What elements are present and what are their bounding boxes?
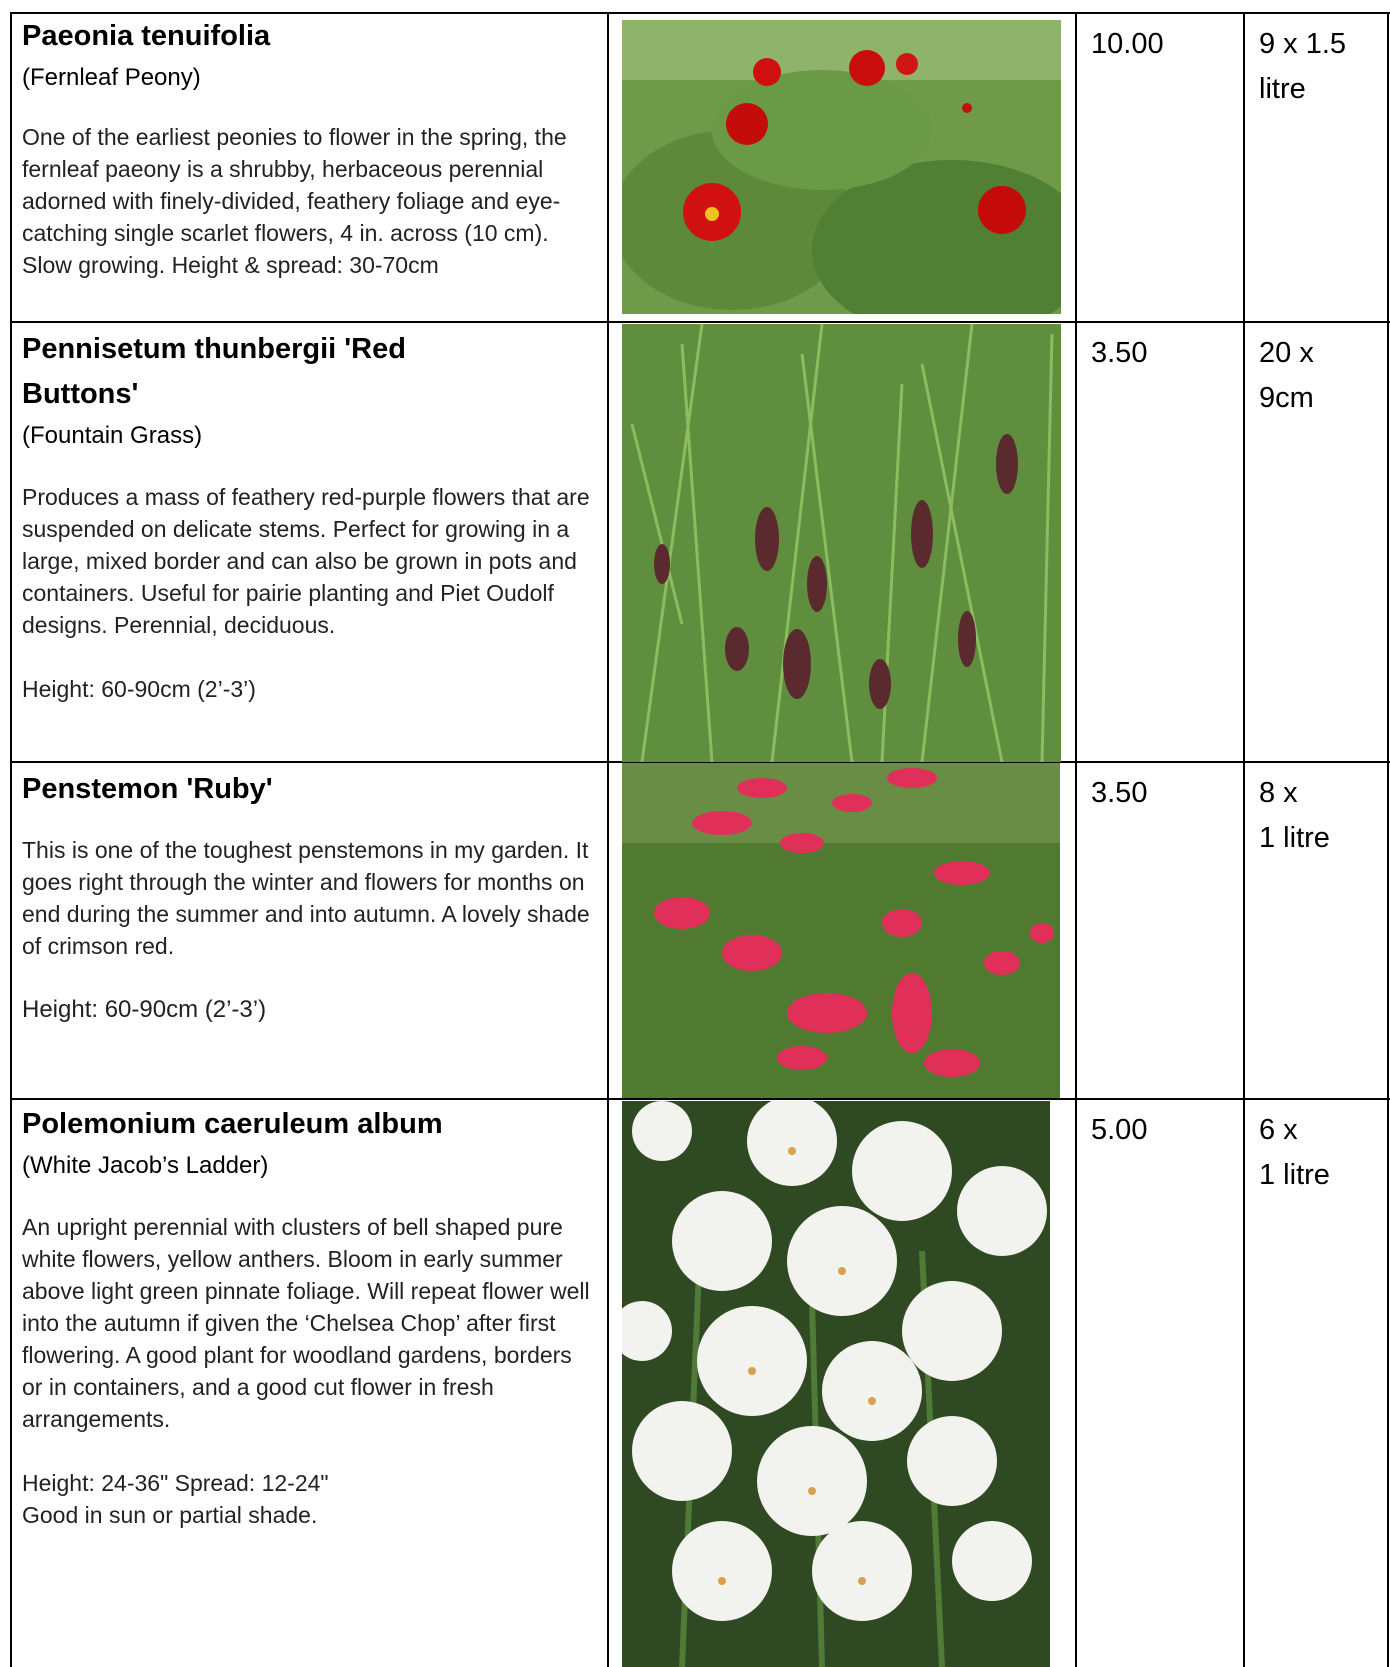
common-name: (Fernleaf Peony) (22, 64, 201, 91)
quantity-line: 1 litre (1259, 1159, 1330, 1191)
plant-cell: Penstemon 'Ruby' This is one of the toug… (12, 763, 607, 1098)
quantity-line: 9cm (1259, 382, 1314, 414)
quantity: 6 x 1 litre (1245, 1100, 1387, 1206)
note: Good in sun or partial shade. (22, 1502, 318, 1528)
plant-name: Penstemon 'Ruby' (22, 773, 273, 805)
description: Produces a mass of feathery red-purple f… (22, 484, 590, 638)
plant-photo (622, 324, 1061, 762)
plant-photo (622, 20, 1061, 314)
description: This is one of the toughest penstemons i… (22, 837, 590, 959)
note: Height: 60-90cm (2’-3’) (22, 996, 267, 1023)
border (10, 761, 1390, 763)
plant-cell: Pennisetum thunbergii 'Red Buttons' (Fou… (12, 323, 607, 761)
border (10, 1098, 1390, 1100)
quantity: 20 x 9cm (1245, 323, 1387, 429)
quantity-line: litre (1259, 73, 1306, 105)
quantity-line: 9 x 1.5 (1259, 28, 1347, 60)
plant-photo (622, 763, 1060, 1098)
border (10, 12, 1390, 14)
border (10, 12, 12, 1667)
note: Height: 24-36" Spread: 12-24" (22, 1470, 329, 1496)
common-name: (Fountain Grass) (22, 422, 203, 449)
description: One of the earliest peonies to flower in… (22, 124, 567, 278)
plant-name: Paeonia tenuifolia (22, 20, 271, 52)
border (10, 321, 1390, 323)
border (1075, 12, 1077, 1667)
plant-cell: Polemonium caeruleum album (White Jacob’… (12, 1100, 607, 1667)
price: 5.00 (1091, 1114, 1148, 1146)
note: Height: 60-90cm (2’-3’) (22, 676, 256, 702)
price: 10.00 (1091, 28, 1164, 60)
quantity-line: 1 litre (1259, 822, 1330, 854)
quantity-line: 8 x (1259, 777, 1298, 809)
quantity: 8 x 1 litre (1245, 763, 1387, 869)
plant-photo (622, 1101, 1050, 1667)
plant-cell: Paeonia tenuifolia (Fernleaf Peony) One … (12, 14, 607, 321)
description: An upright perennial with clusters of be… (22, 1214, 590, 1432)
plant-name: Polemonium caeruleum album (22, 1108, 443, 1140)
plant-name: Pennisetum thunbergii 'Red Buttons' (22, 333, 406, 410)
quantity-line: 20 x (1259, 337, 1314, 369)
border (1387, 12, 1389, 1667)
quantity: 9 x 1.5 litre (1245, 14, 1387, 120)
price: 3.50 (1091, 337, 1148, 369)
price: 3.50 (1091, 777, 1148, 809)
border (1243, 12, 1245, 1667)
quantity-line: 6 x (1259, 1114, 1298, 1146)
common-name: (White Jacob’s Ladder) (22, 1152, 269, 1179)
border (607, 12, 609, 1667)
